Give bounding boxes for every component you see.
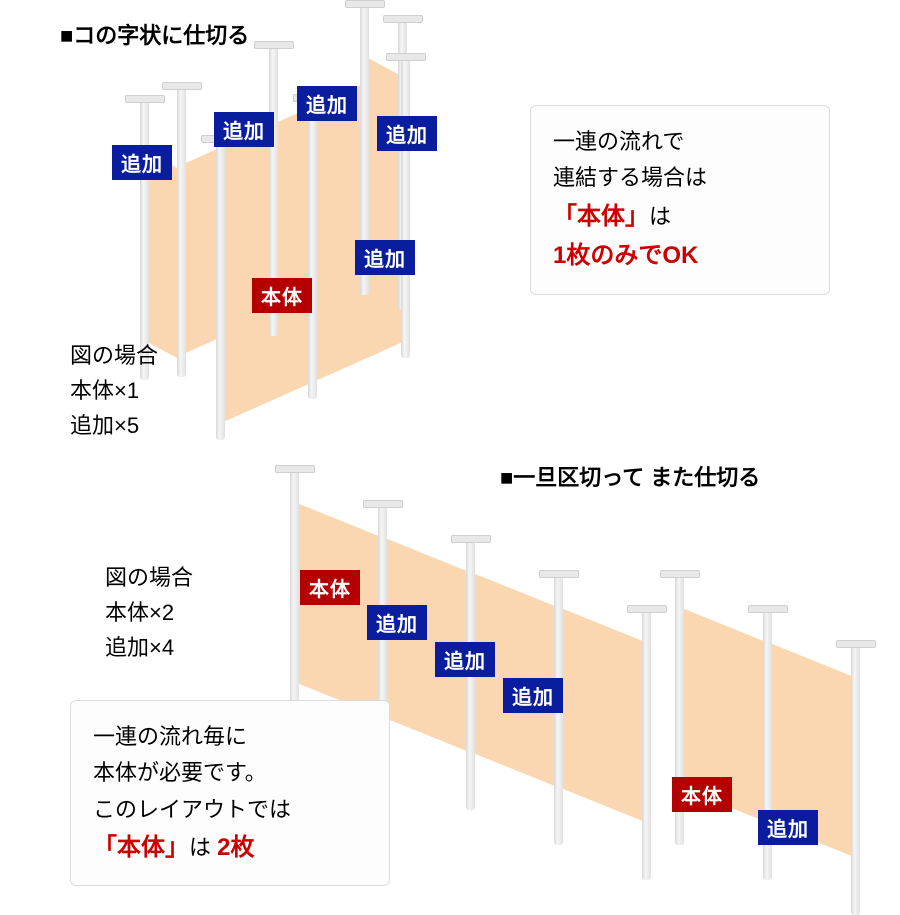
pole-cap: [363, 500, 403, 508]
pole: [642, 610, 651, 880]
info-text: は: [189, 835, 211, 860]
tag-add: 追加: [503, 678, 563, 713]
tag-add: 追加: [435, 642, 495, 677]
tag-add: 追加: [377, 116, 437, 151]
pole-cap: [125, 95, 165, 103]
tag-add: 追加: [214, 112, 274, 147]
section2-info-box: 一連の流れ毎に 本体が必要です。 このレイアウトでは 「本体」は 2枚: [70, 700, 390, 886]
pole-cap: [254, 41, 294, 49]
pole: [308, 99, 317, 399]
info-emph: 2枚: [217, 834, 254, 861]
caption-line: 図の場合: [70, 338, 158, 373]
pole-cap: [451, 535, 491, 543]
pole: [216, 140, 225, 440]
tag-add: 追加: [758, 810, 818, 845]
caption-line: 本体×1: [70, 373, 158, 408]
caption-line: 本体×2: [105, 595, 193, 630]
info-text: は: [649, 204, 671, 229]
pole: [177, 87, 186, 377]
tag-main: 本体: [300, 570, 360, 605]
pole-cap: [275, 465, 315, 473]
info-emph: 1枚のみでOK: [553, 236, 807, 276]
pole-cap: [836, 640, 876, 648]
pole-cap: [748, 605, 788, 613]
info-line: 一連の流れ毎に: [93, 719, 367, 755]
section1-info-box: 一連の流れで 連結する場合は 「本体」は 1枚のみでOK: [530, 105, 830, 295]
info-line: 一連の流れで: [553, 124, 807, 160]
section2-caption: 図の場合 本体×2 追加×4: [105, 560, 193, 666]
pole-cap: [660, 570, 700, 578]
caption-line: 図の場合: [105, 560, 193, 595]
tag-main: 本体: [252, 278, 312, 313]
tag-main: 本体: [672, 777, 732, 812]
info-emph: 「本体」: [553, 203, 649, 230]
pole: [401, 58, 410, 358]
info-line: 本体が必要です。: [93, 755, 367, 791]
tag-add: 追加: [112, 145, 172, 180]
panel-a4: [559, 607, 647, 823]
pole-cap: [383, 15, 423, 23]
diagram-line-b: [660, 585, 900, 905]
pole-cap: [345, 0, 385, 8]
caption-line: 追加×4: [105, 630, 193, 665]
info-line: このレイアウトでは: [93, 792, 367, 828]
pole-cap: [539, 570, 579, 578]
caption-line: 追加×5: [70, 408, 158, 443]
pole-cap: [162, 82, 202, 90]
info-line: 「本体」は: [553, 197, 807, 237]
info-line: 連結する場合は: [553, 160, 807, 196]
section1-title: ■コの字状に仕切る: [60, 18, 249, 50]
tag-add: 追加: [355, 240, 415, 275]
tag-add: 追加: [297, 86, 357, 121]
section1-caption: 図の場合 本体×1 追加×5: [70, 338, 158, 444]
tag-add: 追加: [367, 605, 427, 640]
pole: [851, 645, 860, 915]
info-line: 「本体」は 2枚: [93, 828, 367, 868]
pole-cap: [386, 53, 426, 61]
info-emph: 「本体」: [93, 834, 189, 861]
